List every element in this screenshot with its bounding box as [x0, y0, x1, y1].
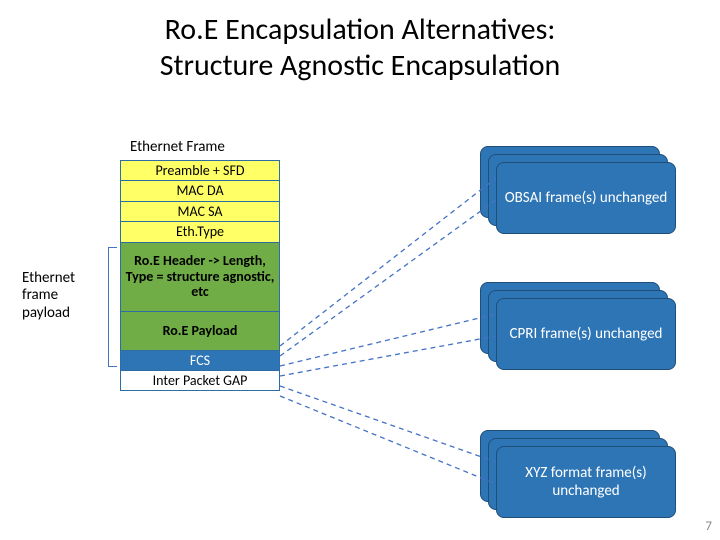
ethernet-frame-stack: Preamble + SFD MAC DA MAC SA Eth.Type Ro…	[120, 160, 280, 390]
row-inter-packet-gap: Inter Packet GAP	[120, 370, 280, 391]
ethernet-frame-label: Ethernet Frame	[130, 138, 225, 156]
payload-bracket	[108, 247, 117, 367]
row-roe-payload: Ro.E Payload	[120, 311, 280, 351]
row-roe-header: Ro.E Header -> Length, Type = structure …	[120, 242, 280, 312]
title-line2: Structure Agnostic Encapsulation	[160, 47, 561, 84]
row-mac-da: MAC DA	[120, 180, 280, 201]
row-mac-sa: MAC SA	[120, 201, 280, 222]
ethernet-frame-payload-label: Ethernet frame payload	[22, 270, 75, 322]
row-preamble-sfd: Preamble + SFD	[120, 160, 280, 181]
obsai-box: OBSAI frame(s) unchanged	[496, 162, 676, 234]
slide-title: Ro.E Encapsulation Alternatives: Structu…	[0, 12, 720, 84]
page-number: 7	[705, 519, 712, 534]
row-ethtype: Eth.Type	[120, 221, 280, 242]
cpri-box: CPRI frame(s) unchanged	[496, 298, 676, 370]
row-fcs: FCS	[120, 350, 280, 371]
xyz-box: XYZ format frame(s) unchanged	[496, 446, 676, 518]
title-line1: Ro.E Encapsulation Alternatives:	[165, 11, 556, 48]
